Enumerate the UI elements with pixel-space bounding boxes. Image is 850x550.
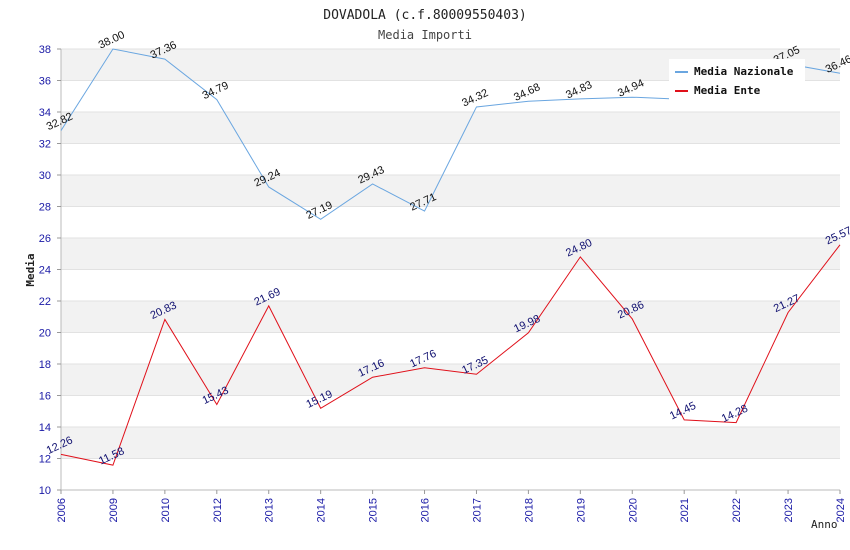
y-tick-label: 38 <box>39 44 51 56</box>
legend-background <box>669 59 805 103</box>
x-tick-label: 2017 <box>471 498 483 522</box>
series-line-ente <box>60 244 841 466</box>
data-label-ente: 14.45 <box>668 400 698 423</box>
x-tick-label: 2015 <box>368 498 380 522</box>
grid-band <box>61 175 840 207</box>
y-tick-label: 10 <box>39 485 51 497</box>
x-tick-label: 2013 <box>264 498 276 522</box>
y-tick-label: 26 <box>39 233 51 245</box>
grid-band <box>61 427 840 459</box>
x-tick-label: 2019 <box>575 498 587 522</box>
y-tick-label: 16 <box>39 391 51 403</box>
y-axis-label: Media <box>24 253 37 286</box>
y-tick-label: 28 <box>39 202 51 214</box>
x-tick-label: 2024 <box>835 498 847 522</box>
y-tick-label: 22 <box>39 296 51 308</box>
y-tick-label: 30 <box>39 170 51 182</box>
grid-bands <box>61 49 840 459</box>
x-axis-label: Anno <box>811 518 838 531</box>
y-tick-label: 18 <box>39 359 51 371</box>
x-tick-label: 2022 <box>731 498 743 522</box>
x-tick-label: 2021 <box>679 498 691 522</box>
legend: Media Nazionale Media Ente <box>669 59 805 103</box>
x-tick-label: 2020 <box>627 498 639 522</box>
chart-subtitle: Media Importi <box>378 28 472 42</box>
x-tick-label: 2016 <box>420 498 432 522</box>
y-tick-label: 20 <box>39 328 51 340</box>
x-axis-ticks: 2006 2009 2010 2012 2013 2014 2015 2016 2017 2018… <box>56 490 847 522</box>
grid-lines <box>61 48 840 491</box>
y-axis-ticks: 10 12 14 16 18 20 22 24 26 28 30 32 34 36 38 <box>39 44 61 497</box>
data-label-ente: 14.28 <box>720 403 750 426</box>
x-tick-label: 2010 <box>160 498 172 522</box>
y-tick-label: 24 <box>39 265 51 277</box>
x-tick-label: 2006 <box>56 498 68 522</box>
legend-label-ente: Media Ente <box>694 84 761 97</box>
legend-label-nazionale: Media Nazionale <box>694 65 794 78</box>
grid-band <box>61 364 840 396</box>
grid-band <box>61 112 840 144</box>
x-tick-label: 2009 <box>108 498 120 522</box>
x-tick-label: 2014 <box>316 498 328 522</box>
chart-title: DOVADOLA (c.f.80009550403) <box>323 8 527 23</box>
x-tick-label: 2023 <box>783 498 795 522</box>
data-label-nazionale: 34.83 <box>564 79 594 102</box>
y-tick-label: 12 <box>39 454 51 466</box>
grid-band <box>61 301 840 333</box>
data-label-nazionale: 38.00 <box>97 29 127 52</box>
x-tick-label: 2018 <box>523 498 535 522</box>
grid-band <box>61 238 840 270</box>
y-tick-label: 14 <box>39 422 51 434</box>
y-tick-label: 32 <box>39 139 51 151</box>
x-tick-label: 2012 <box>212 498 224 522</box>
y-tick-label: 34 <box>39 107 51 119</box>
y-tick-label: 36 <box>39 76 51 88</box>
